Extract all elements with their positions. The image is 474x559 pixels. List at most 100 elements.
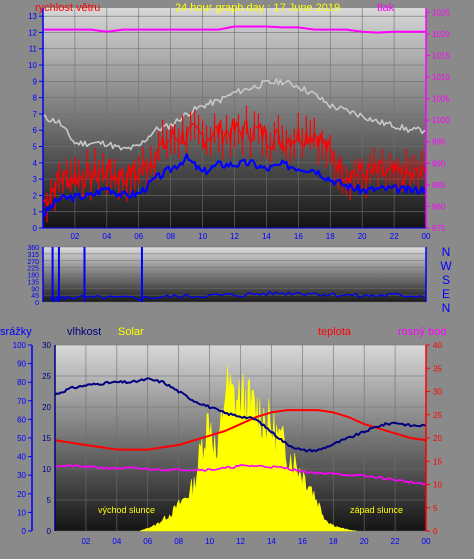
hour-tick-label: 00	[422, 537, 431, 546]
hour-tick-label: 22	[391, 537, 400, 546]
wind-tick-label: 2	[33, 191, 38, 200]
wind-direction-series	[50, 247, 424, 302]
humidity-line	[54, 377, 427, 453]
compass-label: N	[442, 301, 451, 315]
rain-tick-label: 50	[17, 434, 26, 443]
humidity-tick-label: 25	[42, 372, 51, 381]
hour-tick-label: 10	[198, 232, 207, 241]
hour-tick-label: 06	[134, 232, 143, 241]
temperature-tick-label: 0	[433, 527, 438, 536]
humidity-tick-label: 15	[42, 434, 51, 443]
solar-axis-label: Solar	[118, 326, 144, 338]
wind-pressure-panel: 0123456789101112139759809859909951000100…	[28, 2, 450, 241]
hour-tick-label: 02	[70, 232, 79, 241]
pressure-tick-label: 995	[432, 138, 446, 147]
wind-tick-label: 7	[33, 110, 38, 119]
compass-label: E	[442, 287, 450, 301]
humidity-tick-label: 5	[47, 496, 52, 505]
hour-tick-label: 22	[390, 232, 399, 241]
hour-tick-label: 12	[230, 232, 239, 241]
direction-tick-label: 0	[35, 300, 39, 307]
temperature-tick-label: 15	[433, 457, 442, 466]
direction-tick-label: 45	[31, 293, 39, 300]
wind-tick-label: 0	[33, 224, 38, 233]
hour-tick-label: 06	[143, 537, 152, 546]
pressure-tick-label: 1005	[432, 95, 450, 104]
direction-line	[50, 290, 424, 302]
direction-tick-label: 270	[27, 259, 39, 266]
hour-tick-label: 08	[174, 537, 183, 546]
wind-tick-label: 8	[33, 94, 38, 103]
hour-tick-label: 08	[166, 232, 175, 241]
compass-label: S	[442, 273, 450, 287]
pressure-tick-label: 1015	[432, 51, 450, 60]
hour-tick-label: 20	[360, 537, 369, 546]
temperature-axis-label: teplota	[318, 326, 352, 338]
compass-label: N	[442, 245, 451, 259]
temperature-panel: 0510152025300102030405060708090100051015…	[0, 326, 446, 546]
direction-tick-label: 180	[27, 273, 39, 280]
rain-tick-label: 60	[17, 415, 26, 424]
pressure-tick-label: 975	[432, 224, 446, 233]
rain-tick-label: 10	[17, 508, 26, 517]
hour-tick-label: 16	[294, 232, 303, 241]
humidity-tick-label: 10	[42, 465, 51, 474]
humidity-tick-label: 0	[47, 527, 52, 536]
sunrise-label: východ slunce	[98, 505, 155, 515]
temperature-tick-label: 25	[433, 411, 442, 420]
dewpoint-axis-label: rosný bod	[398, 326, 446, 338]
humidity-tick-label: 20	[42, 403, 51, 412]
humidity-tick-label: 30	[42, 341, 51, 350]
wind-tick-label: 12	[28, 28, 37, 37]
hour-tick-label: 18	[329, 537, 338, 546]
direction-tick-label: 225	[27, 266, 39, 273]
wind-line	[42, 153, 427, 218]
rain-tick-label: 100	[13, 341, 27, 350]
rain-tick-label: 90	[17, 360, 26, 369]
pressure-tick-label: 980	[432, 202, 446, 211]
pressure-tick-label: 985	[432, 181, 446, 190]
direction-tick-label: 135	[27, 279, 39, 286]
temperature-series	[54, 365, 427, 532]
wind-tick-label: 3	[33, 175, 38, 184]
wind-tick-label: 11	[29, 45, 38, 54]
hour-tick-label: 10	[205, 537, 214, 546]
hour-tick-label: 04	[112, 537, 121, 546]
wind-tick-label: 13	[28, 12, 37, 21]
direction-tick-label: 315	[27, 252, 39, 259]
wind-tick-label: 4	[33, 159, 38, 168]
pressure-axis-label: tlak	[377, 2, 395, 14]
wind-tick-label: 9	[33, 77, 38, 86]
humidity-axis-label: vlhkost	[67, 326, 101, 338]
rain-tick-label: 70	[17, 397, 26, 406]
rain-tick-label: 40	[17, 453, 26, 462]
wind-pressure-axes: 0123456789101112139759809859909951000100…	[28, 8, 450, 241]
temperature-axes: 0510152025300102030405060708090100051015…	[13, 341, 443, 546]
temperature-line	[54, 409, 427, 451]
temperature-tick-label: 20	[433, 434, 442, 443]
rain-tick-label: 30	[17, 471, 26, 480]
compass-label: W	[440, 259, 452, 273]
pressure-tick-label: 1025	[432, 8, 450, 17]
wind-tick-label: 6	[33, 126, 38, 135]
pressure-tick-label: 1010	[432, 73, 450, 82]
direction-tick-label: 90	[31, 286, 39, 293]
hour-tick-label: 16	[298, 537, 307, 546]
hour-tick-label: 12	[236, 537, 245, 546]
hour-tick-label: 20	[358, 232, 367, 241]
chart-title: 24 hour graph day : 17 June 2019	[175, 2, 340, 14]
wind-tick-label: 10	[28, 61, 37, 70]
hour-tick-label: 02	[81, 537, 90, 546]
rain-tick-label: 80	[17, 378, 26, 387]
pressure-line	[43, 25, 426, 34]
temperature-tick-label: 40	[433, 341, 442, 350]
hour-tick-label: 04	[102, 232, 111, 241]
wind-tick-label: 5	[33, 143, 38, 152]
sunset-label: západ slunce	[350, 505, 403, 515]
temperature-tick-label: 10	[433, 481, 442, 490]
hour-tick-label: 14	[267, 537, 276, 546]
hour-tick-label: 00	[422, 232, 431, 241]
wind-axis-label: rychlost větru	[35, 2, 100, 14]
